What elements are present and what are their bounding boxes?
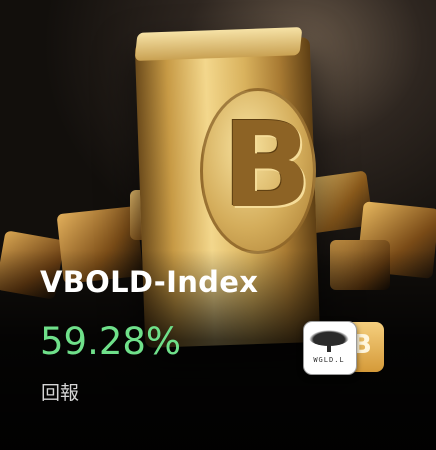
return-value: 59.28%	[40, 320, 182, 363]
tree-icon	[309, 330, 349, 346]
gold-bar-top	[134, 27, 303, 61]
ticker-label: WGLD.L	[313, 356, 345, 364]
return-label: 回報	[41, 382, 80, 404]
index-title: VBOLD-Index	[40, 265, 259, 299]
etf-logo-badge	[303, 321, 357, 375]
bitcoin-icon: B	[222, 96, 312, 234]
tree-trunk	[327, 343, 331, 352]
